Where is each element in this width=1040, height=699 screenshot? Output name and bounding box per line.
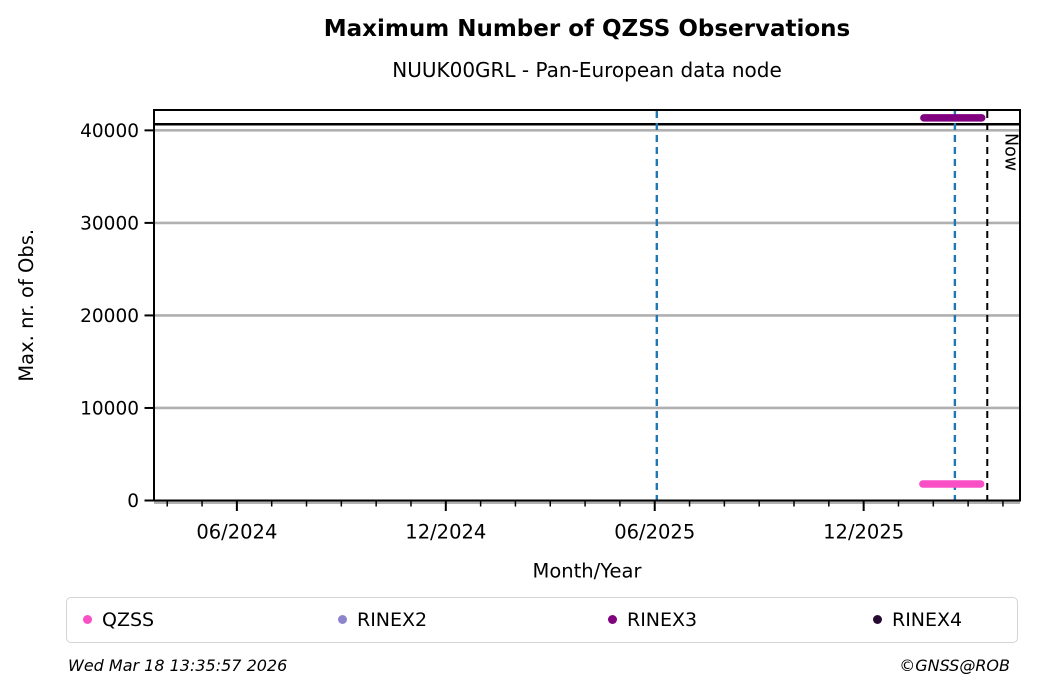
plot-frame <box>153 109 1021 502</box>
y-tick-label: 40000 <box>80 121 139 142</box>
timestamp-text: Wed Mar 18 13:35:57 2026 <box>68 656 288 675</box>
legend-dot-rinex2 <box>338 615 347 624</box>
x-tick-label: 06/2025 <box>614 521 695 544</box>
now-marker-label: Now <box>1000 133 1020 171</box>
legend-item-rinex4: RINEX4 <box>873 598 962 641</box>
legend-dot-qzss <box>83 615 92 624</box>
x-tick-label: 06/2024 <box>196 521 277 544</box>
chart-svg: 0 10000 20000 30000 40000 06/2024 12/2024 06/20… <box>15 109 1021 583</box>
x-axis-label: Month/Year <box>533 560 643 583</box>
chart-legend: QZSS RINEX2 RINEX3 RINEX4 <box>66 597 1018 643</box>
y-axis-label: Max. nr. of Obs. <box>15 229 38 382</box>
y-tick-label: 20000 <box>80 306 139 327</box>
legend-item-rinex3: RINEX3 <box>608 598 697 641</box>
x-tick-label: 12/2024 <box>405 521 486 544</box>
y-tick-label: 10000 <box>80 398 139 419</box>
legend-label: RINEX4 <box>892 608 963 631</box>
legend-dot-rinex3 <box>608 615 617 624</box>
credit-text: ©GNSS@ROB <box>899 656 1010 675</box>
y-tick-label: 0 <box>127 491 139 512</box>
legend-label: RINEX3 <box>627 608 698 631</box>
legend-item-qzss: QZSS <box>83 598 154 641</box>
legend-item-rinex2: RINEX2 <box>338 598 427 641</box>
legend-label: QZSS <box>102 608 155 631</box>
legend-dot-rinex4 <box>873 615 882 624</box>
chart-subtitle: NUUK00GRL - Pan-European data node <box>392 58 782 82</box>
legend-label: RINEX2 <box>357 608 428 631</box>
y-tick-label: 30000 <box>80 213 139 234</box>
x-tick-label: 12/2025 <box>823 521 904 544</box>
chart-title: Maximum Number of QZSS Observations <box>323 16 851 42</box>
